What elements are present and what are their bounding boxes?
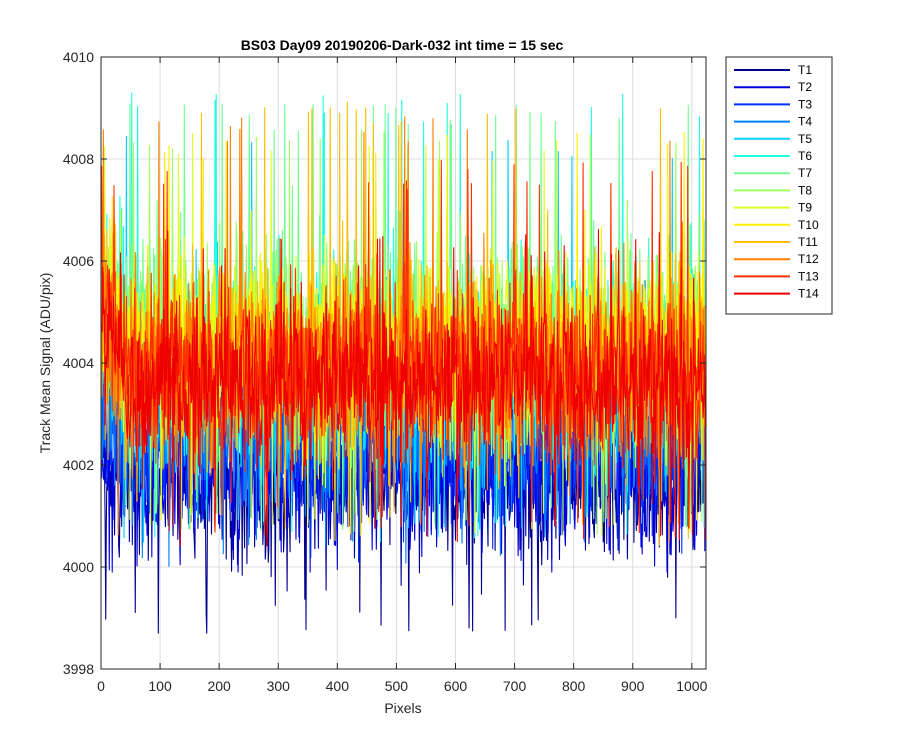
y-tick-label-0: 3998 (63, 661, 94, 677)
y-tick-label-1: 4000 (63, 559, 94, 575)
legend-label-t12: T12 (798, 252, 819, 266)
legend-label-t9: T9 (798, 201, 812, 215)
legend-label-t5: T5 (798, 132, 812, 146)
legend-label-t3: T3 (798, 97, 812, 111)
y-tick-label-5: 4008 (63, 151, 94, 167)
x-tick-label-7: 700 (503, 678, 527, 694)
series-line-t12 (101, 116, 706, 542)
legend-label-t14: T14 (798, 287, 819, 301)
y-tick-label-2: 4002 (63, 457, 94, 473)
x-tick-label-6: 600 (444, 678, 468, 694)
series-lines (101, 92, 706, 634)
legend-label-t6: T6 (798, 149, 812, 163)
legend-label-t10: T10 (798, 218, 819, 232)
x-tick-label-9: 900 (621, 678, 645, 694)
tick-labels: 0 100 200 300 400 500 600 700 800 900 1000 3998 4000… (63, 49, 708, 694)
legend-label-t11: T11 (798, 235, 818, 249)
x-tick-label-4: 400 (326, 678, 350, 694)
chart-title: BS03 Day09 20190206-Dark-032 int time = … (241, 37, 564, 53)
y-axis-label: Track Mean Signal (ADU/pix) (37, 273, 53, 454)
x-axis-label: Pixels (384, 700, 421, 716)
legend-label-t4: T4 (798, 115, 812, 129)
legend: T1 T2 T3 T4 T5 T6 T7 T8 T9 T10 T11 T12 T13 T14 (725, 56, 833, 315)
y-tick-label-3: 4004 (63, 355, 94, 371)
legend-box (725, 56, 833, 315)
x-tick-label-1: 100 (148, 678, 172, 694)
legend-label-t7: T7 (798, 166, 812, 180)
series-line-t14 (101, 228, 706, 547)
x-tick-label-8: 800 (562, 678, 586, 694)
y-tick-label-4: 4006 (63, 253, 94, 269)
x-tick-label-2: 200 (207, 678, 231, 694)
x-tick-label-5: 500 (385, 678, 409, 694)
plot-series-area (101, 92, 706, 634)
x-tick-label-3: 300 (267, 678, 291, 694)
legend-label-t1: T1 (798, 63, 812, 77)
legend-label-t2: T2 (798, 80, 812, 94)
legend-label-t8: T8 (798, 183, 812, 197)
x-tick-label-0: 0 (97, 678, 105, 694)
x-tick-label-10: 1000 (676, 678, 707, 694)
axis-ticks (100, 56, 706, 670)
legend-label-t13: T13 (798, 269, 819, 283)
y-tick-label-6: 4010 (63, 49, 94, 65)
